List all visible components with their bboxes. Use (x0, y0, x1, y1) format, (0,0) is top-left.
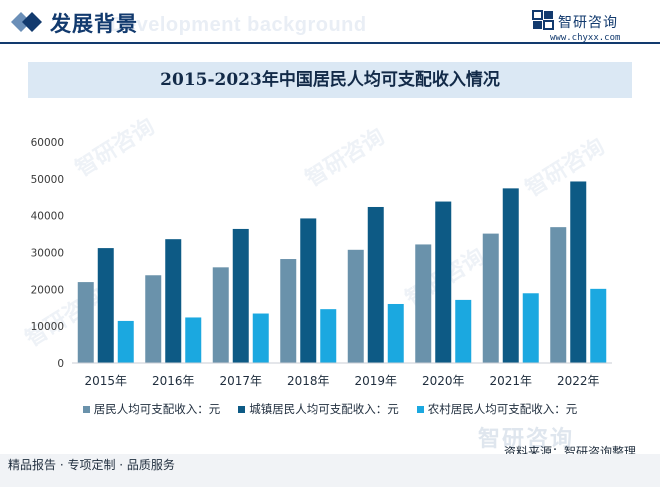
x-tick-label: 2020年 (422, 374, 465, 388)
brand: 智研咨询 www.chyxx.com (532, 9, 642, 49)
bar (185, 317, 202, 363)
bar (320, 309, 337, 363)
bar (280, 259, 297, 363)
brand-url[interactable]: www.chyxx.com (550, 33, 621, 43)
legend-swatch (82, 405, 90, 413)
bar (117, 320, 134, 363)
bar (77, 282, 94, 363)
y-tick-label: 30000 (31, 248, 64, 260)
x-tick-label: 2016年 (152, 374, 195, 388)
footer-watermark: 智研咨询 (478, 427, 575, 452)
y-tick-label: 40000 (31, 211, 64, 223)
y-tick-label: 20000 (31, 284, 64, 296)
bar (435, 201, 452, 363)
bar (502, 188, 519, 363)
header-ghost-text: Development background (110, 14, 367, 36)
bars (77, 181, 607, 363)
legend-label: 城镇居民人均可支配收入：元 (249, 402, 399, 416)
bar (570, 181, 587, 363)
page-title: 发展背景 (50, 12, 138, 36)
legend-item-rural: 农村居民人均可支配收入：元 (416, 401, 578, 417)
bar (165, 239, 182, 363)
bar (347, 249, 364, 363)
chart-title-band: 2015-2023年中国居民人均可支配收入情况 (28, 62, 632, 98)
legend-label: 居民人均可支配收入：元 (93, 402, 221, 416)
bar (367, 206, 384, 363)
y-tick-label: 60000 (31, 137, 64, 149)
diamond-logo-icon (11, 12, 42, 32)
x-tick-label: 2021年 (489, 374, 532, 388)
brand-name: 智研咨询 (558, 15, 618, 31)
bar (455, 299, 472, 363)
legend-item-urban: 城镇居民人均可支配收入：元 (238, 401, 399, 417)
x-axis: 2015年 2016年 2017年 2018年 2019年 2020年 2021年 2022年 (72, 362, 612, 388)
y-tick-label: 50000 (31, 174, 64, 186)
bar (550, 227, 567, 363)
bar (415, 244, 432, 363)
x-tick-label: 2019年 (354, 374, 397, 388)
footer-bar (0, 454, 660, 487)
bar (232, 228, 249, 363)
y-axis: 0 10000 20000 30000 40000 50000 60000 (31, 137, 64, 370)
bar (212, 267, 229, 363)
bar (97, 248, 114, 363)
y-tick-label: 0 (57, 358, 64, 370)
footer-tagline: 精品报告 · 专项定制 · 品质服务 (8, 458, 175, 472)
bar (482, 233, 499, 363)
header-divider (0, 42, 660, 44)
x-tick-label: 2018年 (287, 374, 330, 388)
legend-swatch (238, 405, 246, 413)
bar (252, 313, 269, 363)
y-tick-label: 10000 (31, 321, 64, 333)
brand-logo-icon (532, 10, 554, 30)
legend-label: 农村居民人均可支配收入：元 (427, 402, 578, 416)
bar (522, 293, 539, 363)
legend-item-resident: 居民人均可支配收入：元 (82, 401, 221, 417)
bar (387, 303, 404, 363)
x-tick-label: 2022年 (557, 374, 600, 388)
page-header: Development background 发展背景 智研咨询 www.chy… (0, 0, 660, 50)
x-tick-label: 2017年 (219, 374, 262, 388)
bar (145, 275, 162, 363)
chart-legend: 居民人均可支配收入：元 城镇居民人均可支配收入：元 农村居民人均可支配收入：元 (0, 400, 660, 418)
bar (300, 218, 317, 363)
chart-title: 2015-2023年中国居民人均可支配收入情况 (160, 70, 500, 90)
legend-swatch (416, 405, 424, 413)
x-tick-label: 2015年 (84, 374, 127, 388)
bar (590, 288, 607, 363)
